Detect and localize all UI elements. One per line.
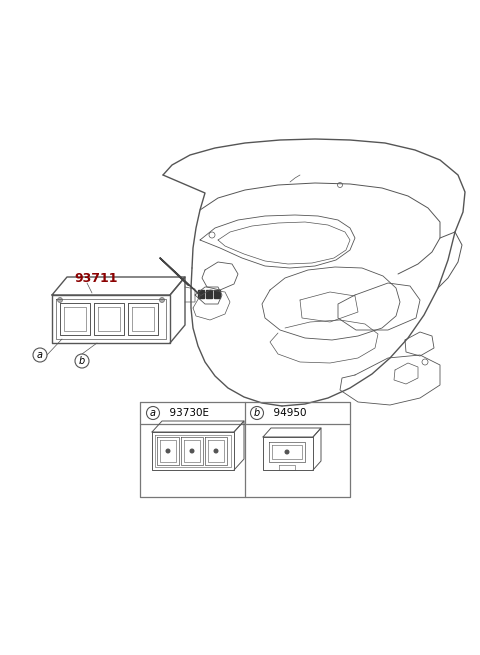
Circle shape <box>166 449 170 453</box>
Circle shape <box>58 297 62 303</box>
Text: b: b <box>254 408 260 418</box>
Text: b: b <box>79 356 85 366</box>
Text: 94950: 94950 <box>267 408 307 418</box>
Circle shape <box>285 450 289 454</box>
Bar <box>206 290 212 298</box>
Text: 93711: 93711 <box>74 272 118 286</box>
Text: a: a <box>150 408 156 418</box>
Circle shape <box>214 449 218 453</box>
Text: a: a <box>37 350 43 360</box>
Text: 93730E: 93730E <box>163 408 209 418</box>
Bar <box>214 290 220 298</box>
Bar <box>198 290 204 298</box>
Circle shape <box>190 449 194 453</box>
Circle shape <box>159 297 165 303</box>
